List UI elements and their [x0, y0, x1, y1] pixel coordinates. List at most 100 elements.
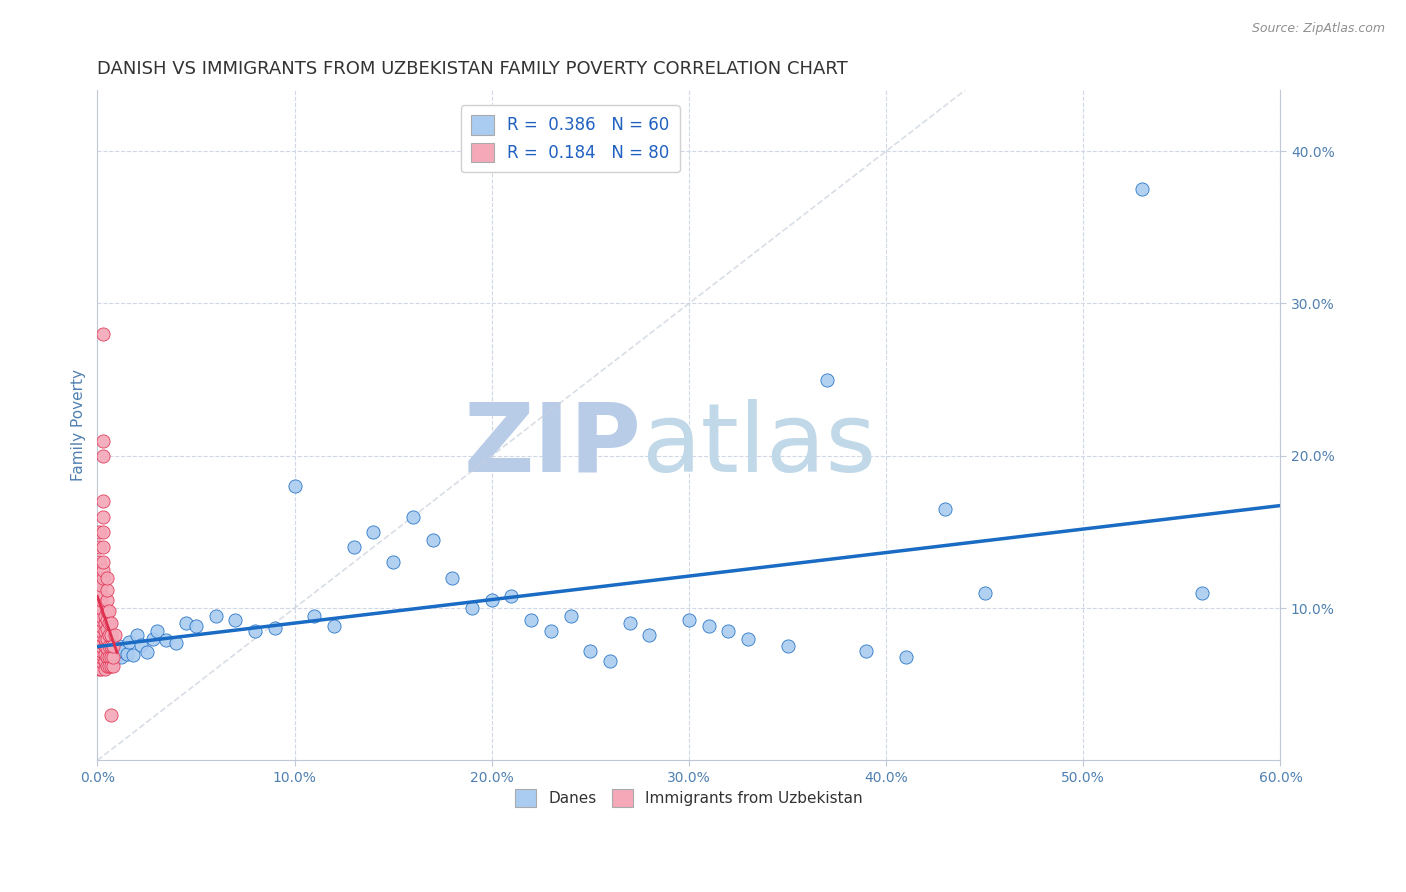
- Point: [174, 616, 197, 631]
- Point: [501, 589, 523, 603]
- Point: [89, 654, 111, 668]
- Point: [90, 647, 112, 661]
- Point: [737, 632, 759, 646]
- Point: [638, 628, 661, 642]
- Point: [283, 479, 305, 493]
- Point: [94, 662, 117, 676]
- Point: [94, 647, 117, 661]
- Point: [89, 628, 111, 642]
- Point: [91, 326, 114, 341]
- Point: [110, 649, 132, 664]
- Point: [90, 608, 112, 623]
- Point: [91, 449, 114, 463]
- Point: [98, 649, 121, 664]
- Point: [184, 619, 207, 633]
- Point: [481, 593, 503, 607]
- Point: [94, 632, 117, 646]
- Point: [145, 624, 167, 638]
- Point: [89, 608, 111, 623]
- Legend: Danes, Immigrants from Uzbekistan: Danes, Immigrants from Uzbekistan: [509, 783, 869, 813]
- Point: [90, 647, 112, 661]
- Point: [142, 632, 165, 646]
- Point: [96, 613, 118, 627]
- Point: [91, 434, 114, 448]
- Point: [204, 608, 226, 623]
- Point: [115, 647, 138, 661]
- Point: [100, 707, 122, 722]
- Point: [108, 639, 131, 653]
- Point: [89, 624, 111, 638]
- Point: [717, 624, 740, 638]
- Point: [96, 593, 118, 607]
- Point: [100, 659, 122, 673]
- Point: [94, 644, 117, 658]
- Point: [89, 601, 111, 615]
- Point: [89, 647, 111, 661]
- Point: [165, 636, 187, 650]
- Point: [91, 563, 114, 577]
- Point: [855, 644, 877, 658]
- Point: [100, 639, 122, 653]
- Point: [540, 624, 562, 638]
- Point: [155, 633, 177, 648]
- Point: [304, 608, 326, 623]
- Y-axis label: Family Poverty: Family Poverty: [72, 369, 86, 482]
- Point: [382, 555, 405, 569]
- Text: DANISH VS IMMIGRANTS FROM UZBEKISTAN FAMILY POVERTY CORRELATION CHART: DANISH VS IMMIGRANTS FROM UZBEKISTAN FAM…: [97, 60, 848, 78]
- Point: [363, 524, 385, 539]
- Point: [560, 608, 582, 623]
- Point: [91, 555, 114, 569]
- Point: [815, 373, 838, 387]
- Point: [91, 540, 114, 554]
- Point: [90, 639, 112, 653]
- Point: [101, 642, 124, 657]
- Point: [678, 613, 700, 627]
- Point: [91, 649, 114, 664]
- Point: [96, 632, 118, 646]
- Point: [89, 571, 111, 585]
- Point: [89, 613, 111, 627]
- Point: [599, 654, 621, 668]
- Point: [89, 634, 111, 648]
- Point: [934, 502, 956, 516]
- Point: [104, 628, 127, 642]
- Point: [89, 649, 111, 664]
- Point: [894, 649, 917, 664]
- Point: [1132, 182, 1154, 196]
- Point: [101, 649, 124, 664]
- Point: [100, 649, 122, 664]
- Point: [89, 644, 111, 658]
- Point: [263, 621, 285, 635]
- Point: [461, 601, 484, 615]
- Point: [121, 648, 143, 663]
- Point: [90, 662, 112, 676]
- Point: [89, 616, 111, 631]
- Point: [90, 593, 112, 607]
- Point: [135, 645, 157, 659]
- Point: [91, 494, 114, 508]
- Point: [89, 555, 111, 569]
- Point: [89, 639, 111, 653]
- Point: [422, 533, 444, 547]
- Point: [90, 624, 112, 638]
- Point: [90, 578, 112, 592]
- Point: [125, 628, 148, 642]
- Point: [118, 634, 141, 648]
- Point: [89, 654, 111, 668]
- Point: [90, 586, 112, 600]
- Point: [619, 616, 641, 631]
- Point: [94, 624, 117, 638]
- Point: [100, 648, 122, 663]
- Point: [96, 640, 118, 655]
- Point: [89, 632, 111, 646]
- Point: [89, 586, 111, 600]
- Point: [579, 644, 602, 658]
- Point: [90, 613, 112, 627]
- Point: [100, 628, 122, 642]
- Point: [91, 509, 114, 524]
- Point: [91, 571, 114, 585]
- Point: [90, 628, 112, 642]
- Point: [90, 634, 112, 648]
- Point: [343, 540, 366, 554]
- Point: [98, 645, 121, 659]
